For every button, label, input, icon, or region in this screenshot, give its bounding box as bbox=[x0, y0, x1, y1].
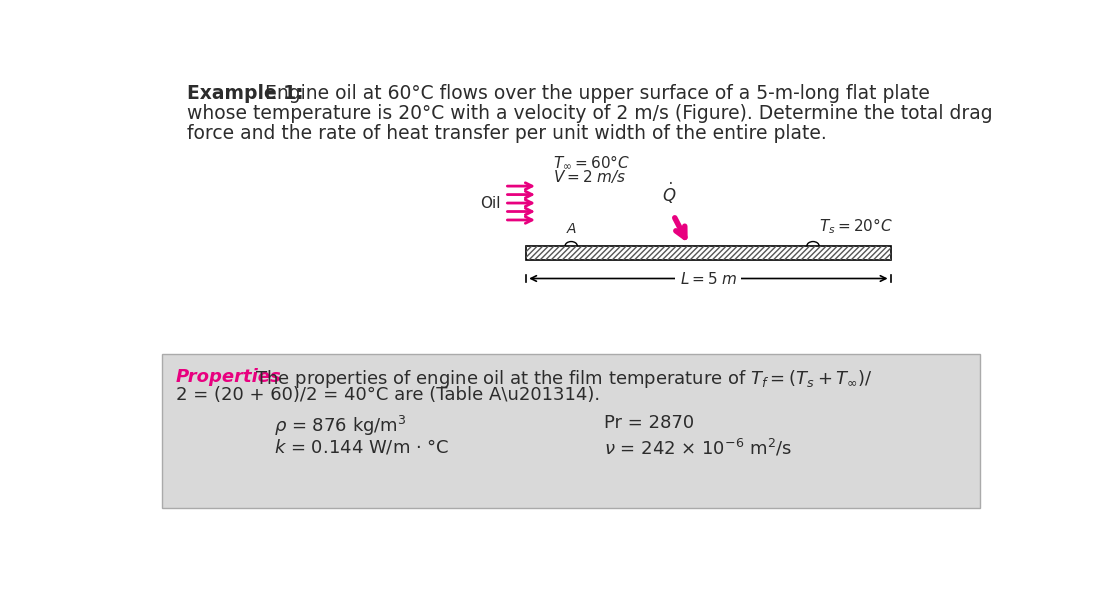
Text: $k$ = 0.144 W/m $\cdot$ °C: $k$ = 0.144 W/m $\cdot$ °C bbox=[274, 437, 450, 456]
Text: Pr = 2870: Pr = 2870 bbox=[604, 414, 694, 432]
Text: $\mathit{V} = 2$ m/s: $\mathit{V} = 2$ m/s bbox=[554, 168, 627, 185]
Text: force and the rate of heat transfer per unit width of the entire plate.: force and the rate of heat transfer per … bbox=[186, 125, 827, 144]
Bar bbox=[526, 246, 890, 260]
Text: The properties of engine oil at the film temperature of $T_f = (T_s + T_\infty)/: The properties of engine oil at the film… bbox=[244, 368, 872, 390]
Text: $\rho$ = 876 kg/m$^3$: $\rho$ = 876 kg/m$^3$ bbox=[274, 414, 407, 438]
Text: $\dot{Q}$: $\dot{Q}$ bbox=[663, 181, 677, 206]
Text: Example 1:: Example 1: bbox=[186, 85, 303, 104]
Bar bbox=[162, 354, 980, 508]
Text: $\nu$ = 242 $\times$ 10$^{-6}$ m$^2$/s: $\nu$ = 242 $\times$ 10$^{-6}$ m$^2$/s bbox=[604, 437, 791, 458]
Bar bbox=[526, 246, 890, 260]
Text: A: A bbox=[566, 222, 576, 236]
Text: $L = 5$ m: $L = 5$ m bbox=[679, 271, 737, 287]
Text: Oil: Oil bbox=[480, 195, 501, 211]
Text: whose temperature is 20°C with a velocity of 2 m/s (Figure). Determine the total: whose temperature is 20°C with a velocit… bbox=[186, 104, 992, 123]
Text: 2 = (20 + 60)/2 = 40°C are (Table A\u201314).: 2 = (20 + 60)/2 = 40°C are (Table A\u201… bbox=[176, 386, 601, 403]
Text: $T_s = 20°$C: $T_s = 20°$C bbox=[819, 217, 892, 236]
Text: $T_\infty = 60°$C: $T_\infty = 60°$C bbox=[554, 154, 630, 171]
Text: Properties: Properties bbox=[176, 368, 282, 386]
Text: Engine oil at 60°C flows over the upper surface of a 5-m-long flat plate: Engine oil at 60°C flows over the upper … bbox=[259, 85, 930, 104]
